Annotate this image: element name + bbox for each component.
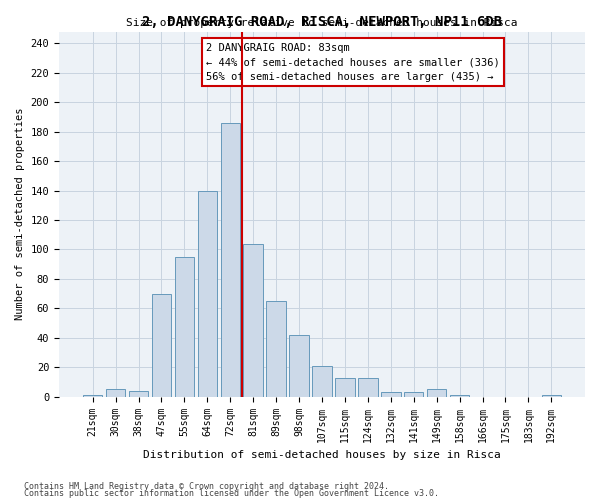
- Title: 2, DANYGRAIG ROAD, RISCA, NEWPORT, NP11 6DB: 2, DANYGRAIG ROAD, RISCA, NEWPORT, NP11 …: [142, 15, 502, 29]
- X-axis label: Distribution of semi-detached houses by size in Risca: Distribution of semi-detached houses by …: [143, 450, 501, 460]
- Text: 2 DANYGRAIG ROAD: 83sqm
← 44% of semi-detached houses are smaller (336)
56% of s: 2 DANYGRAIG ROAD: 83sqm ← 44% of semi-de…: [206, 42, 500, 82]
- Bar: [197, 190, 217, 396]
- Bar: [129, 391, 148, 396]
- Bar: [381, 392, 401, 396]
- Bar: [152, 294, 171, 397]
- Text: Size of property relative to semi-detached houses in Risca: Size of property relative to semi-detach…: [126, 18, 518, 28]
- Bar: [312, 366, 332, 396]
- Bar: [427, 390, 446, 396]
- Bar: [175, 257, 194, 396]
- Bar: [289, 335, 309, 396]
- Bar: [266, 301, 286, 396]
- Bar: [244, 244, 263, 396]
- Bar: [404, 392, 424, 396]
- Bar: [83, 395, 103, 396]
- Bar: [335, 378, 355, 396]
- Bar: [358, 378, 377, 396]
- Bar: [106, 390, 125, 396]
- Bar: [450, 395, 469, 396]
- Y-axis label: Number of semi-detached properties: Number of semi-detached properties: [15, 108, 25, 320]
- Text: Contains HM Land Registry data © Crown copyright and database right 2024.: Contains HM Land Registry data © Crown c…: [24, 482, 389, 491]
- Bar: [221, 123, 240, 396]
- Text: Contains public sector information licensed under the Open Government Licence v3: Contains public sector information licen…: [24, 490, 439, 498]
- Bar: [542, 395, 561, 396]
